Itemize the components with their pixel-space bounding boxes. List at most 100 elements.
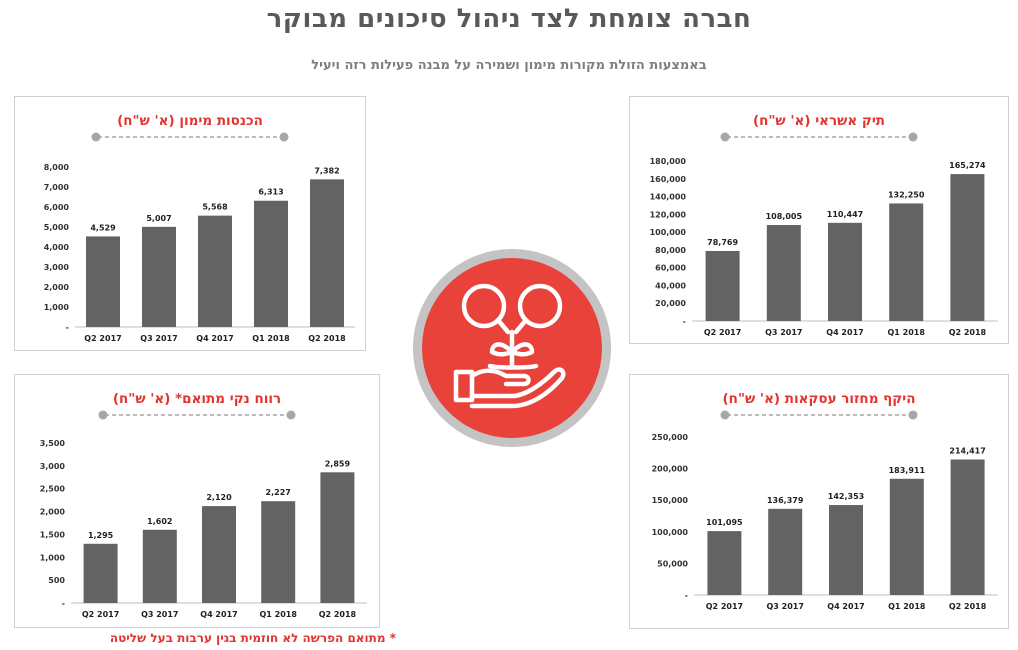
x-tick-label: Q2 2018 <box>308 334 346 343</box>
x-tick-label: Q4 2017 <box>196 334 233 343</box>
bar <box>142 226 176 327</box>
bar <box>829 505 863 595</box>
x-tick-label: Q1 2018 <box>888 602 926 611</box>
y-tick-label: 120,000 <box>650 210 687 219</box>
x-tick-label: Q1 2018 <box>887 328 925 337</box>
y-tick-label: 50,000 <box>657 559 688 568</box>
y-tick-label: 60,000 <box>655 264 686 273</box>
y-tick-label: 160,000 <box>650 175 687 184</box>
data-label: 183,911 <box>889 466 926 475</box>
x-tick-label: Q2 2018 <box>949 328 987 337</box>
y-tick-label: 100,000 <box>650 228 687 237</box>
y-tick-label: 5,000 <box>44 223 70 232</box>
data-label: 6,313 <box>258 188 283 197</box>
bar <box>310 179 344 327</box>
bar <box>83 543 118 603</box>
chart-title: רווח נקי מתואם* (א' ש"ח) <box>113 391 281 407</box>
chart-title: היקף מחזור עסקאות (א' ש"ח) <box>723 391 916 407</box>
y-tick-label: 250,000 <box>652 433 689 442</box>
data-label: 5,007 <box>146 214 171 223</box>
data-label: 2,227 <box>266 488 291 497</box>
bar <box>198 215 232 327</box>
bar <box>261 501 296 603</box>
financing-income-chart: הכנסות מימון (א' ש"ח) - 1,000 2,000 3,000 4,0… <box>14 96 366 351</box>
center-badge <box>412 248 612 452</box>
page-title: חברה צומחת לצד ניהול סיכונים מבוקר <box>266 4 752 34</box>
title-dot-left <box>91 132 101 142</box>
x-tick-label: Q2 2017 <box>704 328 741 337</box>
y-tick-label: 150,000 <box>652 496 689 505</box>
data-label: 132,250 <box>888 190 925 199</box>
credit-portfolio-chart: תיק אשראי (א' ש"ח) - 20,000 40,000 60,000 80,… <box>629 96 1009 344</box>
chart-title: הכנסות מימון (א' ש"ח) <box>117 113 263 129</box>
y-tick-label: - <box>683 317 686 326</box>
data-label: 5,568 <box>202 203 228 212</box>
y-tick-label: 500 <box>48 576 65 585</box>
bar <box>320 472 355 603</box>
y-tick-label: 3,500 <box>40 439 66 448</box>
data-label: 110,447 <box>827 210 863 219</box>
chart-svg: הכנסות מימון (א' ש"ח) - 1,000 2,000 3,000 4,0… <box>44 113 355 343</box>
y-tick-label: 2,500 <box>40 485 66 494</box>
y-tick-label: 1,000 <box>40 553 66 562</box>
bar <box>142 529 177 603</box>
title-dot-left <box>720 410 730 420</box>
x-tick-label: Q4 2017 <box>826 328 863 337</box>
x-tick-label: Q3 2017 <box>140 334 177 343</box>
bar <box>705 250 740 321</box>
chart-title: תיק אשראי (א' ש"ח) <box>753 113 885 129</box>
x-tick-label: Q3 2017 <box>141 610 178 619</box>
y-tick-label: 2,000 <box>44 283 70 292</box>
data-label: 2,859 <box>325 459 351 468</box>
x-tick-label: Q4 2017 <box>827 602 864 611</box>
data-label: 78,769 <box>707 238 738 247</box>
x-tick-label: Q1 2018 <box>259 610 297 619</box>
y-tick-label: 6,000 <box>44 203 70 212</box>
title-dot-left <box>720 132 730 142</box>
title-dot-left <box>98 410 108 420</box>
title-dot-right <box>908 410 918 420</box>
x-tick-label: Q3 2017 <box>765 328 802 337</box>
bar <box>707 531 742 595</box>
y-tick-label: 3,000 <box>44 263 70 272</box>
footnote: * מתואם הפרשה לא חוזמית בגין ערבות בעל ש… <box>109 631 396 645</box>
y-tick-label: 7,000 <box>44 183 70 192</box>
bar <box>202 506 236 603</box>
y-tick-label: 3,000 <box>40 462 66 471</box>
title-dot-right <box>908 132 918 142</box>
data-label: 165,274 <box>949 161 986 170</box>
adjusted-net-profit-chart: רווח נקי מתואם* (א' ש"ח) - 500 1,000 1,500 2,… <box>14 374 380 628</box>
chart-svg: רווח נקי מתואם* (א' ש"ח) - 500 1,000 1,500 2,… <box>40 391 367 619</box>
x-tick-label: Q2 2018 <box>319 610 357 619</box>
bar <box>950 174 985 321</box>
bar <box>768 508 803 595</box>
bar <box>86 236 120 327</box>
data-label: 7,382 <box>314 166 339 175</box>
y-tick-label: 80,000 <box>655 246 686 255</box>
bar <box>766 224 801 321</box>
y-tick-label: 1,500 <box>40 530 66 539</box>
data-label: 101,095 <box>706 518 743 527</box>
y-tick-label: 40,000 <box>655 281 686 290</box>
bar <box>889 478 924 595</box>
bar <box>950 459 985 595</box>
y-tick-label: 4,000 <box>44 243 70 252</box>
data-label: 136,379 <box>767 496 804 505</box>
title-dot-right <box>279 132 289 142</box>
y-tick-label: 2,000 <box>40 508 66 517</box>
chart-svg: תיק אשראי (א' ש"ח) - 20,000 40,000 60,000 80,… <box>650 113 998 337</box>
y-tick-label: 8,000 <box>44 163 70 172</box>
y-tick-label: - <box>62 599 65 608</box>
y-tick-label: - <box>685 591 688 600</box>
data-label: 142,353 <box>828 492 864 501</box>
bar <box>828 222 862 321</box>
y-tick-label: 180,000 <box>650 157 687 166</box>
y-tick-label: 1,000 <box>44 303 70 312</box>
data-label: 1,602 <box>147 517 172 526</box>
hand-holding-plant-icon <box>413 249 611 447</box>
title-dot-right <box>286 410 296 420</box>
bar <box>889 203 924 321</box>
y-tick-label: 100,000 <box>652 528 689 537</box>
y-tick-label: - <box>66 323 69 332</box>
data-label: 1,295 <box>88 531 114 540</box>
